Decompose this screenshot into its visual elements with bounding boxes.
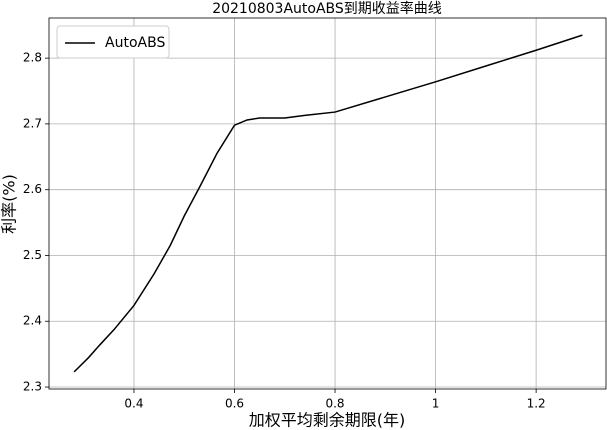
x-tick-label: 0.6 xyxy=(225,397,244,411)
y-tick-label: 2.4 xyxy=(23,314,42,328)
legend-label: AutoABS xyxy=(105,35,165,51)
legend: AutoABS xyxy=(56,25,170,59)
y-tick-label: 2.3 xyxy=(23,380,42,394)
plot-frame xyxy=(48,17,607,390)
legend-box xyxy=(56,25,170,59)
data-line xyxy=(73,34,583,373)
x-tick-label: 1 xyxy=(432,397,440,411)
chart-title: 20210803AutoABS到期收益率曲线 xyxy=(212,0,442,17)
y-tick-label: 2.6 xyxy=(23,182,42,196)
x-axis-label: 加权平均剩余期限(年) xyxy=(249,411,406,430)
y-tick-label: 2.7 xyxy=(23,116,42,130)
x-tick-label: 1.2 xyxy=(527,397,546,411)
y-tick-label: 2.5 xyxy=(23,248,42,262)
y-axis-label: 利率(%) xyxy=(0,174,19,234)
x-tick-label: 0.4 xyxy=(124,397,143,411)
y-tick-label: 2.8 xyxy=(23,51,42,65)
x-tick-label: 0.8 xyxy=(325,397,344,411)
